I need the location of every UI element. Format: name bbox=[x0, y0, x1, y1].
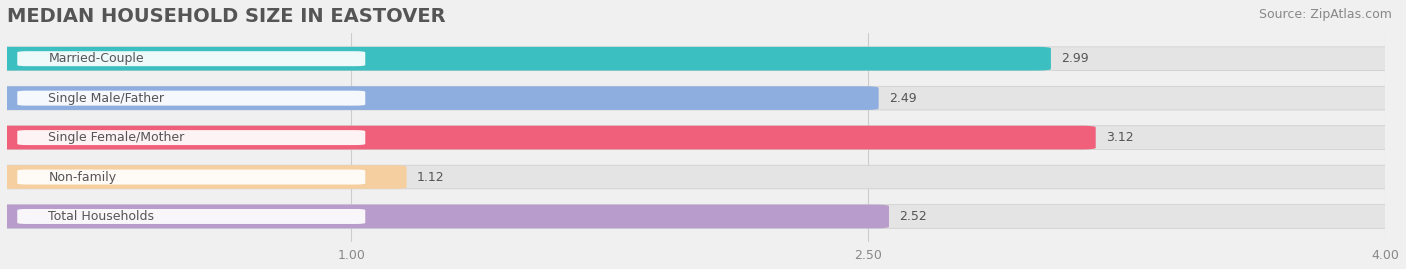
Text: 1.12: 1.12 bbox=[418, 171, 444, 183]
FancyBboxPatch shape bbox=[17, 169, 366, 185]
FancyBboxPatch shape bbox=[0, 165, 406, 189]
Text: Married-Couple: Married-Couple bbox=[48, 52, 143, 65]
Text: 2.49: 2.49 bbox=[889, 92, 917, 105]
FancyBboxPatch shape bbox=[17, 91, 366, 106]
FancyBboxPatch shape bbox=[0, 86, 879, 110]
FancyBboxPatch shape bbox=[0, 205, 889, 228]
Text: Non-family: Non-family bbox=[48, 171, 117, 183]
FancyBboxPatch shape bbox=[0, 47, 1399, 70]
FancyBboxPatch shape bbox=[17, 130, 366, 145]
FancyBboxPatch shape bbox=[0, 126, 1399, 149]
FancyBboxPatch shape bbox=[17, 209, 366, 224]
FancyBboxPatch shape bbox=[17, 51, 366, 66]
FancyBboxPatch shape bbox=[0, 126, 1095, 149]
Text: Source: ZipAtlas.com: Source: ZipAtlas.com bbox=[1258, 8, 1392, 21]
Text: 2.52: 2.52 bbox=[900, 210, 927, 223]
Text: 3.12: 3.12 bbox=[1107, 131, 1133, 144]
Text: 2.99: 2.99 bbox=[1062, 52, 1088, 65]
FancyBboxPatch shape bbox=[0, 165, 1399, 189]
FancyBboxPatch shape bbox=[0, 47, 1050, 70]
Text: MEDIAN HOUSEHOLD SIZE IN EASTOVER: MEDIAN HOUSEHOLD SIZE IN EASTOVER bbox=[7, 7, 446, 26]
FancyBboxPatch shape bbox=[0, 86, 1399, 110]
Text: Single Male/Father: Single Male/Father bbox=[48, 92, 165, 105]
FancyBboxPatch shape bbox=[0, 205, 1399, 228]
Text: Total Households: Total Households bbox=[48, 210, 155, 223]
Text: Single Female/Mother: Single Female/Mother bbox=[48, 131, 184, 144]
